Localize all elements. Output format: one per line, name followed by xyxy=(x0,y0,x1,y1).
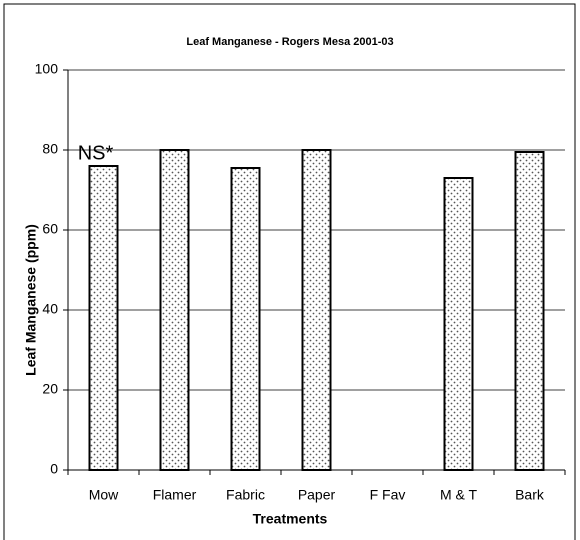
bar xyxy=(159,149,190,471)
bar xyxy=(301,149,332,471)
bar xyxy=(230,167,261,471)
y-tick-label: 100 xyxy=(35,61,59,77)
x-tick-label: Paper xyxy=(298,487,336,503)
frame xyxy=(3,3,576,540)
y-tick-label: 60 xyxy=(42,221,58,237)
bar xyxy=(88,165,119,471)
y-tick-label: 0 xyxy=(50,461,58,477)
bar xyxy=(443,177,474,471)
x-tick-label: F Fav xyxy=(370,487,406,503)
x-tick-label: Flamer xyxy=(153,487,197,503)
y-axis-label: Leaf Manganese (ppm) xyxy=(23,224,39,376)
x-tick-label: Bark xyxy=(515,487,545,503)
x-tick-label: Mow xyxy=(89,487,119,503)
y-tick-label: 40 xyxy=(42,301,58,317)
y-tick-label: 20 xyxy=(42,381,58,397)
chart-title: Leaf Manganese - Rogers Mesa 2001-03 xyxy=(186,36,393,48)
y-tick-label: 80 xyxy=(42,141,58,157)
x-tick-label: Fabric xyxy=(226,487,265,503)
x-tick-label: M & T xyxy=(440,487,478,503)
bar xyxy=(514,151,545,471)
annotation: NS* xyxy=(78,142,114,164)
x-axis-label: Treatments xyxy=(253,511,328,527)
